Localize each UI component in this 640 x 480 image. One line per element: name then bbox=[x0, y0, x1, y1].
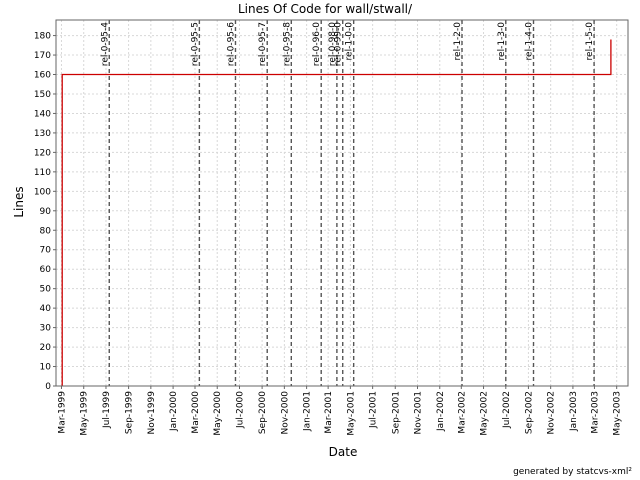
y-tick-label: 100 bbox=[34, 187, 51, 197]
annotation-layer: rel-0-95-4 rel-0-95-5 rel-0-95-6 rel-0-95-7… bbox=[100, 20, 595, 386]
y-tick-label: 20 bbox=[40, 343, 52, 353]
x-tick-label: Sep-2002 bbox=[524, 391, 534, 434]
x-tick-label: May-2001 bbox=[346, 391, 356, 436]
release-tag-label: rel-0-98-0 bbox=[328, 22, 338, 66]
x-tick-label: Sep-2000 bbox=[258, 391, 268, 434]
y-tick-label: 140 bbox=[34, 109, 51, 119]
release-tag-label: rel-0-95-8 bbox=[282, 22, 292, 66]
release-tag-label: rel-1-4-0 bbox=[525, 22, 535, 61]
x-tick-label: Mar-2003 bbox=[590, 391, 600, 434]
x-tick-label: Jul-2002 bbox=[502, 391, 512, 429]
x-tick-label: Nov-2000 bbox=[280, 391, 290, 435]
y-tick-label: 120 bbox=[34, 148, 51, 158]
y-tick-label: 70 bbox=[40, 246, 52, 256]
y-tick-label: 170 bbox=[34, 51, 51, 61]
x-tick-label: May-2000 bbox=[213, 391, 223, 436]
loc-series-line bbox=[61, 39, 612, 386]
release-tag-label: rel-0-95-6 bbox=[226, 22, 236, 66]
y-tick-label: 50 bbox=[40, 285, 52, 295]
x-tick-label: Mar-2000 bbox=[191, 391, 201, 434]
y-tick-label: 60 bbox=[40, 265, 52, 275]
x-tick-label: May-2003 bbox=[613, 391, 623, 436]
release-tag-label: rel-1-3-0 bbox=[497, 22, 507, 61]
axis-layer: 0 10 20 30 40 50 60 70 80 90 100 110 120 130 140 150 160… bbox=[34, 19, 629, 436]
x-tick-label: Jul-1999 bbox=[102, 391, 112, 429]
y-axis-title: Lines bbox=[12, 186, 26, 217]
x-tick-label: Sep-2001 bbox=[391, 391, 401, 434]
y-tick-label: 130 bbox=[34, 129, 51, 139]
release-tag-label: rel-1-0-0 bbox=[345, 22, 355, 61]
x-tick-label: Jan-2000 bbox=[169, 391, 179, 432]
series-layer bbox=[61, 39, 612, 386]
y-tick-label: 110 bbox=[34, 168, 51, 178]
y-tick-label: 0 bbox=[45, 382, 51, 392]
x-tick-label: Jul-2001 bbox=[369, 391, 379, 429]
footer-credit: generated by statcvs-xml² bbox=[513, 467, 632, 477]
release-tag-label: rel-0-95-5 bbox=[190, 22, 200, 66]
release-tag-label: rel-0-99-0 bbox=[334, 22, 344, 66]
x-tick-label: Nov-1999 bbox=[147, 391, 157, 435]
release-tag-label: rel-0-96-0 bbox=[312, 22, 322, 66]
y-tick-label: 80 bbox=[40, 226, 52, 236]
release-tag-label: rel-0-95-7 bbox=[258, 22, 268, 66]
x-tick-label: Mar-2001 bbox=[324, 391, 334, 434]
x-tick-label: Jan-2001 bbox=[303, 391, 313, 432]
x-tick-label: Sep-1999 bbox=[125, 391, 135, 434]
x-tick-label: Nov-2002 bbox=[547, 391, 557, 434]
chart-title: Lines Of Code for wall/stwall/ bbox=[238, 2, 413, 16]
x-tick-label: Jan-2002 bbox=[436, 391, 446, 432]
x-tick-label: Mar-1999 bbox=[57, 391, 67, 434]
y-tick-label: 160 bbox=[34, 71, 51, 81]
release-tag-label: rel-1-2-0 bbox=[453, 22, 463, 61]
y-tick-label: 40 bbox=[40, 304, 52, 314]
y-tick-label: 150 bbox=[34, 90, 51, 100]
x-tick-label: May-2002 bbox=[480, 391, 490, 436]
y-tick-label: 180 bbox=[34, 32, 51, 42]
y-tick-label: 10 bbox=[40, 363, 52, 373]
plot-frame bbox=[55, 19, 629, 387]
x-tick-label: Jul-2000 bbox=[235, 391, 245, 429]
x-axis-title: Date bbox=[329, 445, 358, 459]
release-tag-label: rel-0-95-4 bbox=[100, 22, 110, 66]
x-tick-label: Nov-2001 bbox=[414, 391, 424, 434]
y-tick-label: 30 bbox=[40, 324, 52, 334]
release-tag-label: rel-1-5-0 bbox=[585, 22, 595, 61]
x-tick-label: Jan-2003 bbox=[569, 391, 579, 432]
x-tick-label: May-1999 bbox=[80, 391, 90, 436]
y-tick-label: 90 bbox=[40, 207, 52, 217]
grid-layer bbox=[56, 20, 628, 387]
x-tick-label: Mar-2002 bbox=[457, 391, 467, 434]
